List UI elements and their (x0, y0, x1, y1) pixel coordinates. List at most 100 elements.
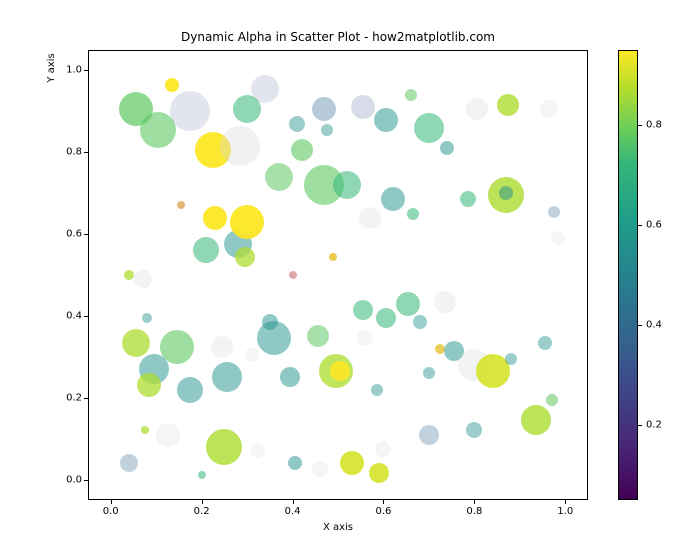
x-tick-mark (202, 500, 203, 504)
x-tick-mark (383, 500, 384, 504)
y-tick-label: 0.4 (60, 310, 82, 321)
x-tick-label: 0.0 (103, 506, 119, 517)
scatter-point (414, 113, 444, 143)
x-tick-label: 1.0 (557, 506, 573, 517)
scatter-point (251, 444, 265, 458)
x-tick-label: 0.6 (376, 506, 392, 517)
x-tick-mark (111, 500, 112, 504)
y-tick-mark (84, 480, 88, 481)
scatter-point (289, 271, 297, 279)
y-tick-mark (84, 70, 88, 71)
x-tick-mark (293, 500, 294, 504)
y-tick-label: 0.2 (60, 392, 82, 403)
colorbar-tick-label: 0.6 (646, 220, 662, 231)
y-tick-mark (84, 234, 88, 235)
y-axis-label: Y axis (46, 0, 57, 293)
scatter-point (212, 362, 242, 392)
scatter-point (371, 384, 383, 396)
scatter-point (466, 98, 488, 120)
scatter-point (156, 423, 180, 447)
scatter-point (405, 89, 417, 101)
scatter-point (540, 100, 558, 118)
scatter-point (257, 321, 291, 355)
scatter-point (211, 336, 233, 358)
scatter-point (203, 206, 227, 230)
scatter-point (137, 373, 161, 397)
y-tick-label: 0.8 (60, 147, 82, 158)
scatter-point (505, 353, 517, 365)
scatter-point (340, 451, 364, 475)
scatter-point (220, 126, 260, 166)
scatter-point (369, 463, 389, 483)
scatter-point (497, 94, 519, 116)
scatter-point (122, 329, 150, 357)
scatter-point (381, 187, 405, 211)
scatter-point (312, 97, 336, 121)
colorbar-tick-mark (638, 125, 642, 126)
chart-title: Dynamic Alpha in Scatter Plot - how2matp… (88, 30, 588, 44)
scatter-point (198, 471, 206, 479)
scatter-point (499, 186, 513, 200)
scatter-point (419, 425, 439, 445)
x-tick-label: 0.2 (194, 506, 210, 517)
scatter-point (423, 367, 435, 379)
scatter-point (124, 270, 134, 280)
scatter-point (546, 394, 558, 406)
x-tick-mark (474, 500, 475, 504)
scatter-point (289, 116, 305, 132)
scatter-point (245, 348, 259, 362)
scatter-point (548, 206, 560, 218)
scatter-point (165, 78, 179, 92)
scatter-point (551, 231, 565, 245)
scatter-point (120, 454, 138, 472)
colorbar-tick-label: 0.4 (646, 320, 662, 331)
scatter-point (206, 429, 242, 465)
scatter-point (177, 377, 203, 403)
scatter-point (357, 330, 373, 346)
scatter-point (353, 300, 373, 320)
scatter-point (351, 95, 375, 119)
scatter-point (177, 201, 185, 209)
scatter-point (321, 124, 333, 136)
scatter-point (330, 361, 350, 381)
colorbar-tick-mark (638, 225, 642, 226)
x-tick-mark (565, 500, 566, 504)
scatter-point (230, 205, 264, 239)
x-axis-label: X axis (88, 522, 588, 533)
scatter-point (312, 461, 328, 477)
colorbar (618, 50, 638, 500)
scatter-point (291, 139, 313, 161)
scatter-point (413, 315, 427, 329)
scatter-point (434, 291, 456, 313)
figure: { "title": "Dynamic Alpha in Scatter Plo… (0, 0, 700, 560)
scatter-point (521, 405, 551, 435)
y-tick-label: 1.0 (60, 65, 82, 76)
scatter-point (251, 75, 279, 103)
scatter-point (288, 456, 302, 470)
scatter-point (440, 141, 454, 155)
y-tick-label: 0.0 (60, 474, 82, 485)
y-tick-mark (84, 398, 88, 399)
colorbar-tick-mark (638, 425, 642, 426)
scatter-point (466, 422, 482, 438)
y-tick-mark (84, 316, 88, 317)
scatter-point (307, 325, 329, 347)
scatter-point (235, 247, 255, 267)
scatter-point (170, 91, 210, 131)
scatter-point (374, 108, 398, 132)
scatter-point (333, 171, 361, 199)
scatter-point (359, 207, 381, 229)
colorbar-tick-label: 0.8 (646, 120, 662, 131)
scatter-point (460, 191, 476, 207)
scatter-point (375, 441, 391, 457)
scatter-point (141, 426, 149, 434)
scatter-point (396, 292, 420, 316)
x-tick-label: 0.8 (466, 506, 482, 517)
scatter-point (134, 270, 152, 288)
colorbar-tick-mark (638, 325, 642, 326)
scatter-point (193, 237, 219, 263)
scatter-point (376, 308, 396, 328)
scatter-point (407, 208, 419, 220)
scatter-point (538, 336, 552, 350)
y-tick-mark (84, 152, 88, 153)
